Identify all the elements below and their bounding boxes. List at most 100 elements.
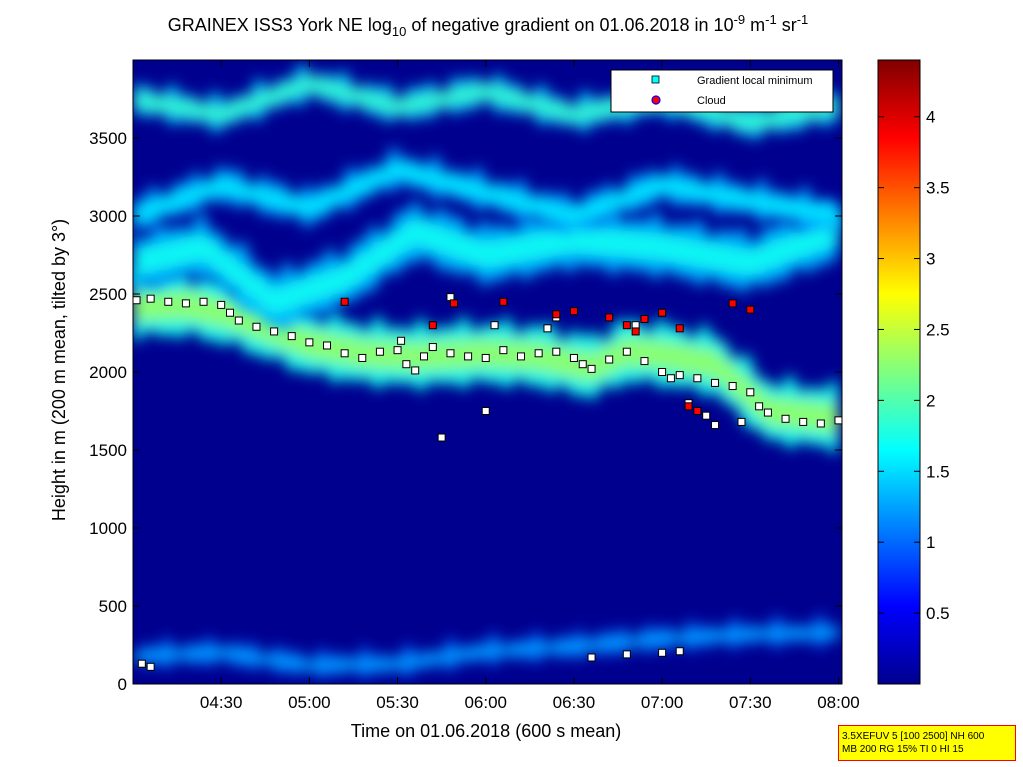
heatmap-layer: [133, 612, 839, 680]
local-minimum-point: [428, 343, 437, 352]
local-minimum-point: [578, 360, 587, 369]
x-tick-label: 04:30: [200, 693, 243, 712]
title-subscript: 10: [392, 24, 406, 39]
cloud-point: [499, 297, 508, 306]
local-minimum-point: [552, 347, 561, 356]
cloud-point: [746, 305, 755, 314]
legend-cloud-label: Cloud: [697, 95, 726, 107]
legend-box: [610, 69, 834, 113]
local-minimum-point: [397, 336, 406, 345]
y-tick-label: 3000: [89, 207, 127, 226]
local-minimum-point: [234, 316, 243, 325]
x-tick-label: 07:30: [729, 693, 772, 712]
local-minimum-point: [834, 416, 842, 425]
local-minimum-point: [658, 648, 667, 657]
local-minimum-point: [569, 353, 578, 362]
plot-area: [132, 59, 843, 685]
heatmap-layer: [133, 197, 839, 332]
heatmap-band-core: [133, 624, 839, 672]
cloud-point: [605, 313, 614, 322]
local-minimum-point: [622, 347, 631, 356]
colorbar-tick-label: 1: [926, 533, 935, 552]
local-minimum-point: [640, 357, 649, 366]
local-minimum-point: [816, 419, 825, 428]
local-minimum-point: [164, 297, 173, 306]
cloud-point: [428, 321, 437, 330]
cloud-point: [622, 321, 631, 330]
local-minimum-point: [799, 417, 808, 426]
legend-cloud-marker: [651, 95, 661, 105]
local-minimum-point: [199, 297, 208, 306]
local-minimum-point: [217, 300, 226, 309]
cloud-point: [631, 327, 640, 336]
local-minimum-point: [587, 653, 596, 662]
local-minimum-point: [226, 308, 235, 317]
x-tick-label: 06:30: [553, 693, 596, 712]
x-axis: 04:30 05:00 05:30 06:00 06:30 07:00 07:30 08:00: [200, 60, 860, 712]
local-minimum-point: [755, 402, 764, 411]
local-minimum-point: [517, 352, 526, 361]
local-minimum-point: [358, 353, 367, 362]
local-minimum-point: [675, 371, 684, 380]
local-minimum-point: [287, 332, 296, 341]
x-tick-label: 08:00: [817, 693, 860, 712]
y-tick-label: 3500: [89, 129, 127, 148]
local-minimum-point: [446, 349, 455, 358]
cloud-point: [569, 307, 578, 316]
local-minimum-point: [464, 352, 473, 361]
title-superscript-1: -9: [734, 12, 746, 27]
colorbar-strip: [877, 59, 921, 685]
local-minimum-point: [481, 353, 490, 362]
cloud-point: [640, 314, 649, 323]
colorbar-tick-label: 2.5: [926, 320, 950, 339]
local-minimum-point: [587, 364, 596, 373]
local-minimum-point: [499, 346, 508, 355]
local-minimum-point: [746, 388, 755, 397]
colorbar-tick-label: 4: [926, 108, 935, 127]
local-minimum-point: [702, 411, 711, 420]
cloud-point: [728, 299, 737, 308]
colorbar-tick-label: 0.5: [926, 604, 950, 623]
colorbar-tick-label: 2: [926, 391, 935, 410]
local-minimum-point: [137, 659, 146, 668]
heatmap-band-core: [133, 215, 839, 316]
local-minimum-point: [375, 347, 384, 356]
legend-local-minimum-marker: [651, 75, 660, 84]
colorbar-ticks: 0.5 1 1.5 2 2.5 3 3.5 4: [878, 108, 950, 623]
local-minimum-point: [481, 407, 490, 415]
colorbar-tick-label: 3: [926, 250, 935, 269]
heatmap-layer: [133, 62, 839, 141]
local-minimum-point: [534, 349, 543, 358]
cloud-point: [340, 297, 349, 306]
cloud-point: [675, 324, 684, 333]
local-minimum-point: [622, 650, 631, 659]
title-middle: of negative gradient on 01.06.2018 in 10: [406, 15, 733, 35]
title-superscript-2: -1: [765, 12, 777, 27]
local-minimum-point: [737, 417, 746, 426]
x-tick-label: 07:00: [641, 693, 684, 712]
chart-title: GRAINEX ISS3 York NE log10 of negative g…: [168, 12, 809, 39]
local-minimum-point: [605, 355, 614, 364]
colorbar-tick-label: 3.5: [926, 179, 950, 198]
local-minimum-point: [402, 360, 411, 369]
y-tick-label: 1500: [89, 441, 127, 460]
local-minimum-point: [146, 294, 155, 303]
local-minimum-point: [340, 349, 349, 358]
x-tick-label: 05:30: [376, 693, 419, 712]
local-minimum-point: [252, 322, 261, 331]
local-minimum-point: [693, 374, 702, 383]
local-minimum-point: [411, 366, 420, 375]
local-minimum-point: [270, 327, 279, 336]
marker-layer: [133, 293, 842, 671]
title-unit-1: m: [745, 15, 765, 35]
local-minimum-point: [133, 296, 141, 305]
title-prefix: GRAINEX ISS3 York NE log: [168, 15, 392, 35]
y-tick-label: 2000: [89, 363, 127, 382]
cloud-point: [693, 407, 702, 415]
local-minimum-point: [666, 374, 675, 383]
local-minimum-point: [323, 341, 332, 350]
cloud-point: [658, 308, 667, 317]
local-minimum-point: [393, 346, 402, 355]
local-minimum-point: [711, 421, 720, 430]
y-axis: 0 500 1000 1500 2000 2500 3000 3500: [89, 129, 842, 694]
